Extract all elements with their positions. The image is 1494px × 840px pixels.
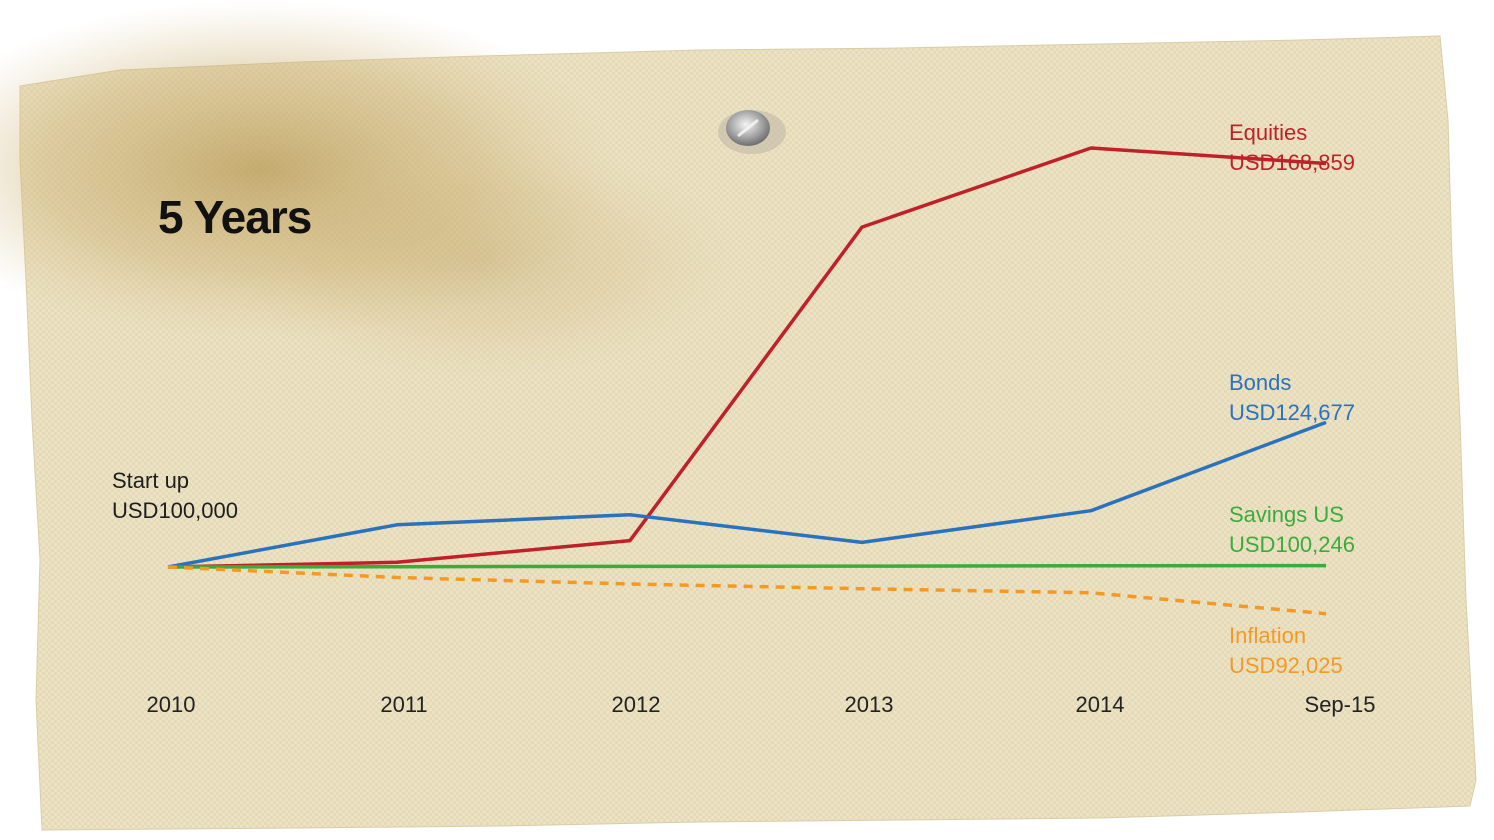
series-line-bonds	[167, 420, 1327, 569]
inflation-name: Inflation	[1229, 623, 1307, 648]
series-line-savings-us	[167, 563, 1327, 569]
paper-stain-light	[220, 140, 740, 380]
equities-label: Equities USD168,859	[1229, 118, 1355, 178]
start-label: Start up USD100,000	[112, 466, 238, 526]
plot-area	[167, 146, 1327, 616]
equities-name: Equities	[1229, 120, 1308, 145]
savings-label: Savings US USD100,246	[1229, 500, 1355, 560]
start-label-line2: USD100,000	[112, 498, 238, 523]
inflation-label: Inflation USD92,025	[1229, 621, 1343, 681]
bonds-name: Bonds	[1229, 370, 1292, 395]
series-line-inflation	[167, 565, 1327, 616]
bonds-label: Bonds USD124,677	[1229, 368, 1355, 428]
x-tick-label: Sep-15	[1304, 692, 1376, 717]
chart-title: 5 Years	[158, 191, 312, 243]
bonds-value: USD124,677	[1229, 400, 1355, 425]
savings-name: Savings US	[1229, 502, 1344, 527]
pushpin-icon	[718, 110, 786, 154]
start-label-line1: Start up	[112, 468, 190, 493]
inflation-value: USD92,025	[1229, 653, 1343, 678]
equities-value: USD168,859	[1229, 150, 1355, 175]
x-tick-label: 2014	[1075, 692, 1125, 717]
savings-value: USD100,246	[1229, 532, 1355, 557]
x-tick-label: 2012	[611, 692, 661, 717]
x-tick-label: 2011	[380, 692, 428, 717]
x-tick-label: 2010	[146, 692, 196, 717]
x-tick-label: 2013	[844, 692, 894, 717]
series-line-equities	[167, 146, 1327, 569]
